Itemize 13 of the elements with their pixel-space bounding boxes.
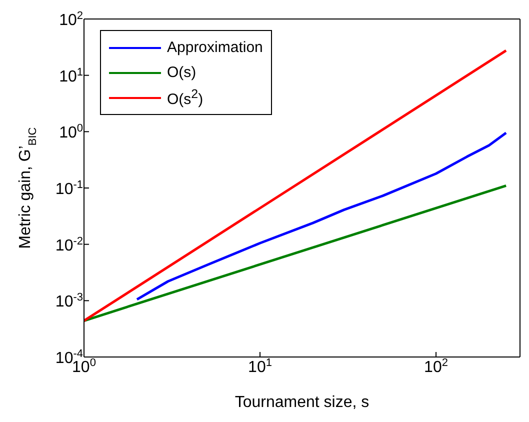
legend-label: O(s$^{2}$) <box>167 87 204 108</box>
x-axis-title: Tournament size, s <box>234 394 370 411</box>
x-tick-label: 10$^{2}$ <box>424 357 448 376</box>
y-tick-label: 10$^{-1}$ <box>55 179 83 198</box>
y-tick-label: 10$^{2}$ <box>59 10 83 29</box>
y-tick-label: 10$^{0}$ <box>59 122 83 142</box>
y-tick-label: 10$^{1}$ <box>59 66 83 86</box>
x-tick-label: 10$^{0}$ <box>72 357 96 376</box>
x-tick-label: 10$^{1}$ <box>248 357 272 376</box>
legend-label: O(s) <box>167 64 196 81</box>
legend-label: Approximation <box>167 39 263 56</box>
y-tick-label: 10$^{-2}$ <box>55 235 83 254</box>
y-tick-label: 10$^{-3}$ <box>55 292 83 311</box>
